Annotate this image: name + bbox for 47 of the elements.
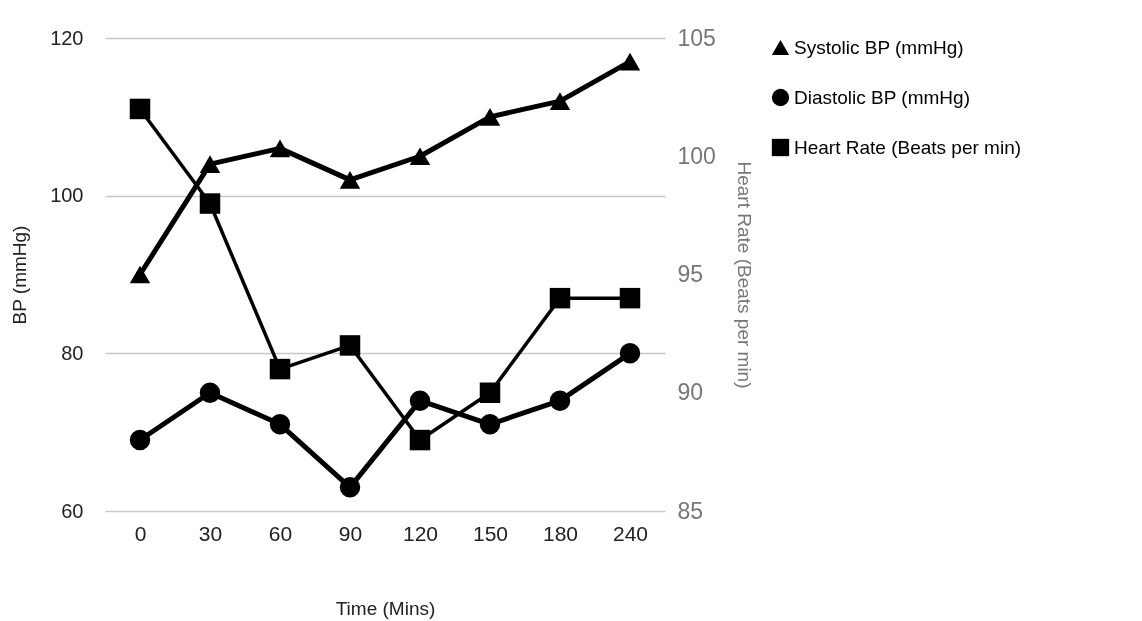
point <box>619 287 641 309</box>
y-tick-label: 120 <box>50 26 84 49</box>
y2-tick-label: 100 <box>677 142 716 169</box>
y-tick-label: 60 <box>61 499 84 522</box>
point <box>409 429 431 451</box>
point <box>549 390 571 411</box>
legend-label: Systolic BP (mmHg) <box>794 36 964 58</box>
point <box>129 429 151 451</box>
point <box>269 139 291 158</box>
point <box>269 358 291 380</box>
legend-label: Heart Rate (Beats per min) <box>794 136 1022 158</box>
point <box>339 171 361 189</box>
x-tick-label: 60 <box>268 521 293 545</box>
y-axis-title: BP (mmHg) <box>9 225 31 325</box>
y2-tick-label: 85 <box>677 497 704 524</box>
x-tick-label: 180 <box>542 521 579 545</box>
point <box>409 147 431 166</box>
x-tick-label: 30 <box>198 521 223 545</box>
point <box>269 414 291 435</box>
point <box>549 92 571 110</box>
y-tick-label: 100 <box>50 184 84 207</box>
point <box>199 382 221 403</box>
y2-axis-title: Heart Rate (Beats per min) <box>733 161 755 389</box>
x-tick-label: 150 <box>472 521 509 545</box>
point <box>129 265 151 284</box>
point <box>619 343 641 364</box>
x-tick-label: 0 <box>134 521 147 545</box>
point <box>339 335 361 356</box>
point <box>199 193 221 214</box>
x-tick-label: 120 <box>402 521 439 545</box>
x-axis-title: Time (Mins) <box>335 597 436 619</box>
point <box>549 287 571 309</box>
point <box>479 382 501 403</box>
point <box>619 52 641 71</box>
y-tick-label: 80 <box>61 341 84 364</box>
point <box>199 155 221 174</box>
point <box>409 390 431 411</box>
y2-tick-label: 105 <box>677 24 716 51</box>
point <box>129 98 151 120</box>
y2-tick-label: 95 <box>677 261 704 287</box>
x-tick-label: 90 <box>338 521 363 545</box>
legend-label: Diastolic BP (mmHg) <box>794 86 970 108</box>
y2-tick-label: 90 <box>677 379 704 406</box>
point <box>479 414 501 435</box>
point <box>339 477 361 498</box>
x-tick-label: 240 <box>612 521 649 545</box>
point <box>479 107 501 126</box>
